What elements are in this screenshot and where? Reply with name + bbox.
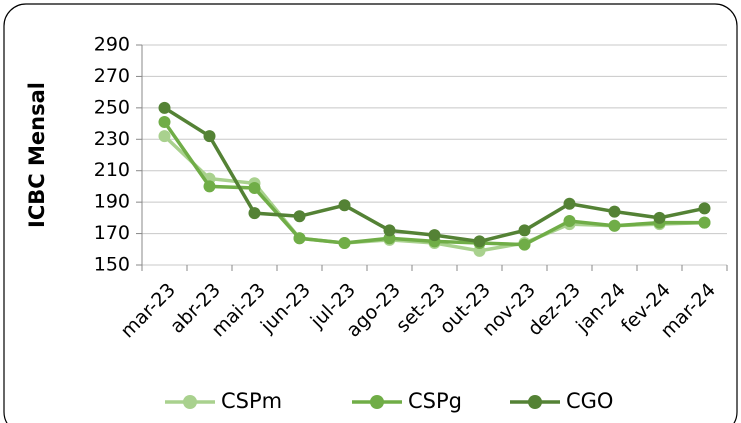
data-point — [518, 224, 531, 237]
data-point — [428, 229, 441, 242]
data-point — [158, 130, 171, 143]
legend-label: CSPm — [221, 389, 282, 413]
legend-label: CGO — [566, 389, 613, 413]
data-point — [203, 130, 216, 143]
data-point — [158, 101, 171, 114]
data-point — [248, 207, 261, 220]
data-point — [563, 197, 576, 210]
y-tick-label: 230 — [94, 128, 130, 150]
data-point — [518, 238, 531, 251]
y-tick-label: 270 — [94, 65, 130, 87]
y-tick-label: 290 — [94, 34, 130, 56]
y-tick-label: 190 — [94, 191, 130, 213]
y-tick-label: 150 — [94, 254, 130, 276]
legend-marker — [528, 395, 542, 409]
data-point — [338, 199, 351, 212]
data-point — [698, 216, 711, 229]
data-point — [473, 235, 486, 248]
chart-frame — [3, 3, 738, 423]
legend-label: CSPg — [408, 389, 462, 413]
y-axis-title: ICBC Mensal — [25, 82, 49, 228]
data-point — [293, 210, 306, 223]
data-point — [608, 205, 621, 218]
data-point — [293, 232, 306, 245]
data-point — [158, 116, 171, 128]
y-tick-label: 210 — [94, 159, 130, 181]
legend-marker — [183, 395, 197, 409]
y-tick-label: 170 — [94, 222, 130, 244]
data-point — [698, 202, 711, 215]
legend-marker — [370, 395, 384, 409]
data-point — [608, 219, 621, 232]
data-point — [383, 224, 396, 237]
data-point — [653, 211, 666, 224]
data-point — [248, 182, 261, 194]
data-point — [203, 180, 216, 193]
data-point — [563, 215, 576, 227]
data-point — [338, 237, 351, 249]
y-tick-label: 250 — [94, 96, 130, 118]
